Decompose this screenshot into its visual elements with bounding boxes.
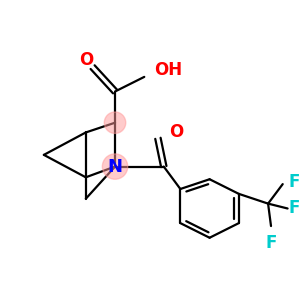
Circle shape xyxy=(102,154,128,179)
Circle shape xyxy=(104,112,126,134)
Text: N: N xyxy=(107,158,122,175)
Text: F: F xyxy=(289,173,300,191)
Text: OH: OH xyxy=(154,61,182,79)
Text: F: F xyxy=(289,200,300,217)
Text: O: O xyxy=(169,124,183,142)
Text: F: F xyxy=(265,234,277,252)
Text: O: O xyxy=(79,51,93,69)
